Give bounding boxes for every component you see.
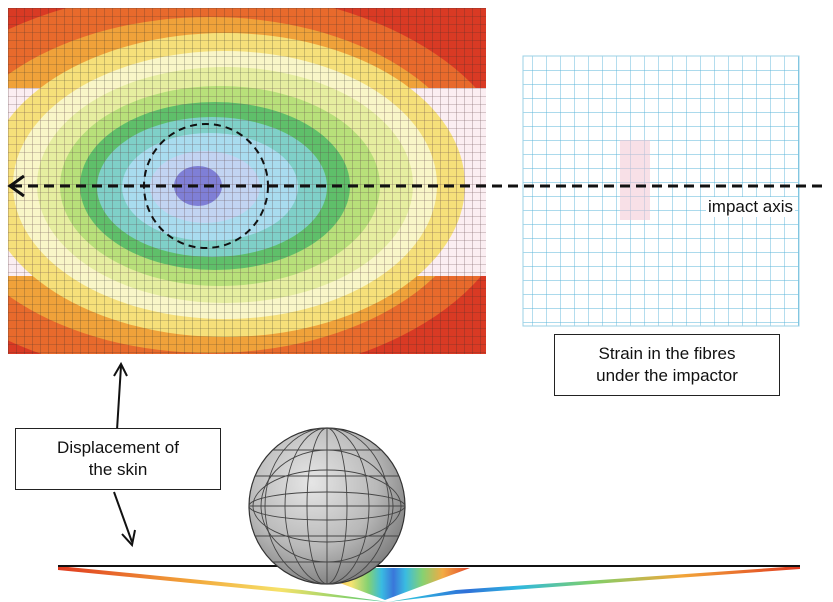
displacement-leader-arrows xyxy=(113,361,136,548)
displacement-callout-line-1: Displacement of xyxy=(57,438,179,457)
strain-callout-line-2: under the impactor xyxy=(596,366,738,385)
displacement-callout: Displacement of the skin xyxy=(15,428,221,490)
impact-axis-arrow xyxy=(7,174,826,198)
impact-axis-label: impact axis xyxy=(706,197,796,217)
displacement-callout-line-2: the skin xyxy=(88,460,148,479)
strain-hotspot xyxy=(620,140,650,220)
strain-callout-line-1: Strain in the fibres xyxy=(598,344,736,363)
fibre-strain-grid xyxy=(522,55,800,327)
strain-callout: Strain in the fibres under the impactor xyxy=(554,334,780,396)
impactor-sphere xyxy=(248,427,406,585)
deformed-plate-section xyxy=(58,565,800,602)
displacement-contour-plot xyxy=(8,8,486,354)
